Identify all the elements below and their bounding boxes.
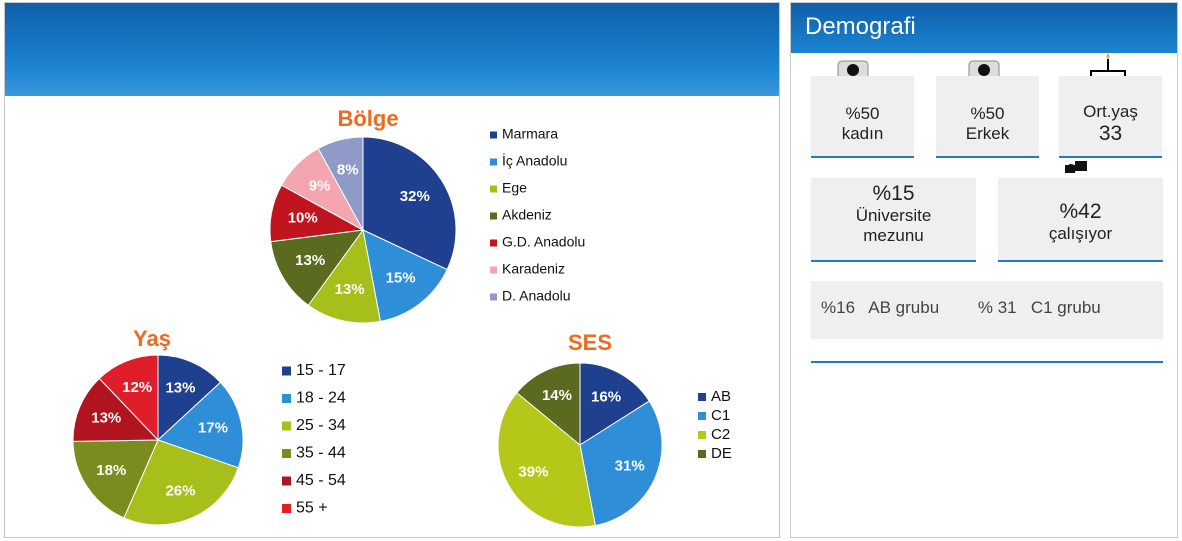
chart-title: Bölge (337, 106, 398, 131)
legend-label: İç Anadolu (502, 152, 567, 169)
stat-card: Ort.yaş 33 (1059, 76, 1162, 158)
stat-label: Erkek (965, 124, 1010, 143)
stat-card: %15 Üniversite mezunu (811, 178, 976, 262)
legend-swatch (490, 158, 497, 166)
data-label: 12% (122, 379, 152, 396)
legend-swatch (698, 450, 706, 458)
legend-swatch (490, 212, 497, 220)
worker-icon (1065, 161, 1087, 173)
ses-label: C1 grubu (1030, 298, 1101, 317)
data-label: 17% (198, 419, 228, 436)
pie-slice (362, 136, 457, 271)
legend-swatch (490, 131, 497, 139)
pie-slice (317, 136, 364, 231)
pie-slice (157, 354, 222, 442)
legend-label: 45 - 54 (296, 472, 346, 489)
stat-value: %50 (970, 104, 1005, 123)
legend-label: Ege (502, 180, 527, 196)
legend-label: AB (711, 388, 731, 405)
legend-label: C1 (711, 407, 730, 424)
data-label: 32% (400, 188, 430, 205)
ses-label: AB grubu (868, 298, 940, 317)
pie-slice (579, 400, 663, 527)
pie-slice (123, 439, 239, 526)
demographics-panel: Demografi %50 kadın %50 Erkek Ort.yaş 33… (790, 2, 1178, 538)
stat-label: çalışıyor (1048, 224, 1113, 243)
data-label: 39% (518, 464, 548, 481)
data-label: 9% (309, 178, 331, 195)
data-label: 13% (165, 380, 195, 397)
pie-slice (516, 362, 581, 447)
pie-slice (98, 354, 159, 442)
stat-value: %42 (1059, 200, 1102, 223)
legend-swatch (490, 266, 497, 274)
legend-label: 35 - 44 (296, 445, 346, 462)
legend-label: 55 + (296, 500, 328, 517)
legend-swatch (282, 366, 291, 376)
stat-value: %15 (872, 182, 915, 205)
legend-swatch (282, 421, 291, 431)
data-label: 13% (335, 281, 365, 298)
data-label: 31% (615, 457, 645, 474)
legend-label: 15 - 17 (296, 362, 346, 379)
legend-swatch (698, 412, 706, 420)
legend-swatch (490, 185, 497, 193)
charts: Bölge 32% Marmara 15% İç Anadolu 13% Ege 13% Akd… (72, 106, 732, 528)
legend-label: DE (711, 445, 732, 462)
legend-swatch (282, 476, 291, 486)
legend-swatch (698, 431, 706, 439)
stat-card: %50 Erkek (936, 76, 1039, 158)
header-bar (5, 3, 779, 96)
pie-slice (72, 377, 160, 442)
data-label: 8% (337, 162, 359, 179)
legend-label: Akdeniz (502, 207, 552, 223)
data-label: 13% (91, 409, 121, 426)
stat-value: %50 (845, 104, 880, 123)
pie-slice (362, 229, 448, 322)
data-label: 26% (165, 482, 195, 499)
divider (811, 361, 1163, 363)
chart-panel (4, 2, 780, 538)
stat-card: %50 kadın (811, 76, 914, 158)
legend-swatch (490, 239, 497, 247)
pie-slice (307, 228, 382, 324)
stat-label: Ort.yaş (1083, 102, 1138, 121)
pie-slice (270, 229, 365, 306)
legend-swatch (282, 449, 291, 458)
data-label: 16% (591, 389, 621, 406)
stat-card: %42 çalışıyor (998, 178, 1163, 262)
ses-summary: %16 AB grubu % 31 C1 grubu (811, 281, 1163, 339)
ses-value: %16 (821, 298, 856, 317)
stat-value: 33 (1098, 122, 1123, 145)
ses-value: % 31 (977, 298, 1017, 317)
pie-slice (579, 362, 650, 446)
data-label: 14% (542, 387, 572, 404)
data-label: 13% (295, 252, 325, 269)
legend-label: G.D. Anadolu (502, 234, 585, 250)
data-label: 18% (96, 462, 126, 479)
legend-label: Karadeniz (502, 261, 565, 277)
legend-swatch (698, 393, 706, 401)
legend-swatch (282, 394, 291, 403)
data-label: 15% (386, 269, 416, 286)
legend-label: C2 (711, 426, 730, 443)
pie-slice (72, 439, 159, 519)
legend-label: 18 - 24 (296, 390, 346, 407)
pie-slice (157, 381, 244, 469)
legend-label: 25 - 34 (296, 417, 346, 434)
legend-label: Marmara (502, 126, 558, 142)
legend-swatch (490, 293, 497, 301)
data-label: 10% (288, 209, 318, 226)
stat-label: mezunu (863, 226, 924, 245)
chart-title: Yaş (133, 326, 171, 351)
chart-title: SES (568, 330, 612, 355)
panel-title: Demografi (791, 3, 1177, 53)
legend-label: D. Anadolu (502, 288, 571, 304)
stat-label: kadın (841, 124, 884, 143)
stat-label: Üniversite (855, 206, 932, 225)
pie-slice (497, 392, 596, 528)
legend-swatch (282, 504, 291, 513)
